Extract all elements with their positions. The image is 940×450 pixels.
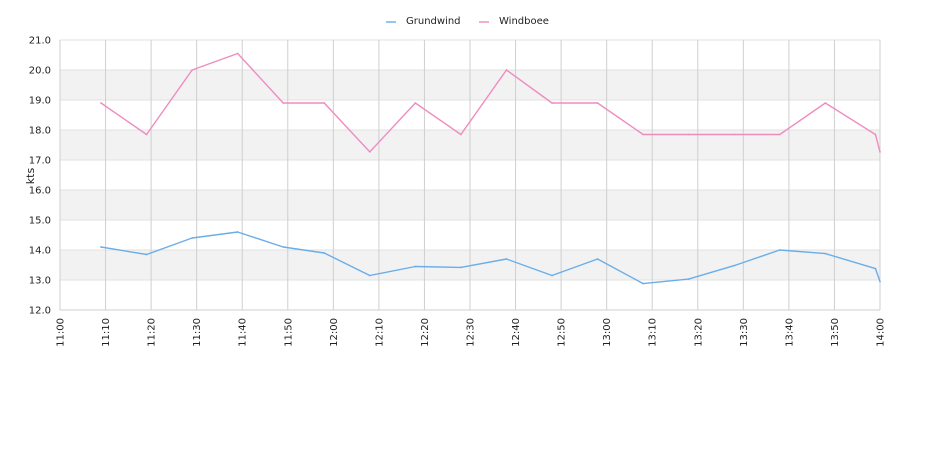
- grundwind-point: [323, 252, 326, 254]
- y-tick-label: 16.0: [29, 186, 51, 197]
- x-tick-label: 13:30: [739, 318, 750, 347]
- x-tick-label: 12:20: [420, 318, 431, 347]
- x-tick-label: 14:00: [876, 318, 887, 347]
- y-tick-label: 13.0: [29, 276, 51, 287]
- windboee-point: [323, 102, 326, 104]
- grundwind-point: [687, 278, 690, 280]
- y-tick-label: 21.0: [29, 36, 51, 47]
- y-tick-label: 19.0: [29, 96, 51, 107]
- grid-lines: [59, 39, 881, 311]
- legend-label: Grundwind: [406, 16, 461, 27]
- windboee-point: [191, 69, 194, 71]
- legend: Grundwind Windboee: [386, 16, 549, 27]
- windboee-point: [145, 133, 148, 136]
- y-tick-label: 15.0: [29, 216, 51, 227]
- y-axis-title: kts: [24, 168, 37, 185]
- windboee-point: [687, 133, 690, 136]
- x-tick-label: 12:50: [557, 318, 568, 347]
- x-tick-label: 11:20: [147, 318, 158, 347]
- windboee-point: [236, 52, 239, 55]
- x-tick-label: 11:30: [192, 318, 203, 347]
- y-tick-label: 12.0: [29, 306, 51, 317]
- grundwind-point: [824, 252, 827, 255]
- x-tick-label: 11:50: [283, 318, 294, 347]
- legend-label: Windboee: [499, 16, 549, 27]
- x-tick-label: 11:00: [56, 318, 67, 347]
- grundwind-point: [282, 246, 285, 248]
- y-tick-label: 18.0: [29, 126, 51, 137]
- grundwind-point: [145, 253, 148, 256]
- windboee-point: [551, 102, 553, 104]
- x-tick-label: 13:50: [830, 318, 841, 347]
- grundwind-point: [551, 274, 553, 277]
- grundwind-point: [100, 246, 102, 248]
- windboee-point: [874, 133, 877, 136]
- grundwind-point: [414, 265, 417, 268]
- grundwind-point: [459, 266, 462, 269]
- x-tick-label: 13:00: [602, 318, 613, 347]
- series-lines: [100, 52, 881, 285]
- windboee-point: [368, 151, 371, 153]
- windboee-point: [100, 102, 102, 104]
- grundwind-point: [191, 237, 194, 239]
- x-tick-label: 11:10: [101, 318, 112, 347]
- grundwind-point: [879, 280, 881, 283]
- grundwind-point: [236, 231, 239, 233]
- x-tick-label: 12:40: [511, 318, 522, 347]
- windboee-point: [505, 69, 508, 71]
- grundwind-point: [505, 258, 508, 260]
- x-tick-label: 12:00: [329, 318, 340, 347]
- windboee-point: [778, 133, 781, 136]
- x-tick-label: 12:30: [466, 318, 477, 347]
- windboee-point: [642, 133, 645, 136]
- grundwind-point: [778, 249, 781, 251]
- x-tick-label: 13:10: [648, 318, 659, 347]
- windboee-point: [596, 102, 599, 104]
- windboee-point: [879, 151, 881, 153]
- windboee-point: [459, 133, 462, 136]
- grundwind-point: [596, 258, 599, 260]
- grundwind-point: [733, 264, 736, 267]
- windboee-point: [414, 102, 417, 104]
- windboee-point: [282, 102, 285, 104]
- windboee-point: [824, 102, 827, 104]
- grundwind-point: [368, 274, 371, 277]
- x-tick-label: 12:10: [374, 318, 385, 347]
- y-tick-label: 20.0: [29, 66, 51, 77]
- y-tick-label: 17.0: [29, 156, 51, 167]
- x-tick-label: 13:40: [784, 318, 795, 347]
- windboee-point: [733, 133, 736, 136]
- grundwind-point: [642, 282, 645, 285]
- x-tick-label: 13:20: [693, 318, 704, 347]
- x-tick-label: 11:40: [238, 318, 249, 347]
- x-axis-ticks: 11:00 11:10 11:20 11:30 11:40 11:50 12:00 12:10…: [56, 318, 887, 347]
- y-axis-ticks: 12.0 13.0 14.0 15.0 16.0 17.0 18.0 19.0 20.0 21.0: [29, 36, 51, 317]
- y-tick-label: 14.0: [29, 246, 51, 257]
- grundwind-point: [874, 267, 877, 270]
